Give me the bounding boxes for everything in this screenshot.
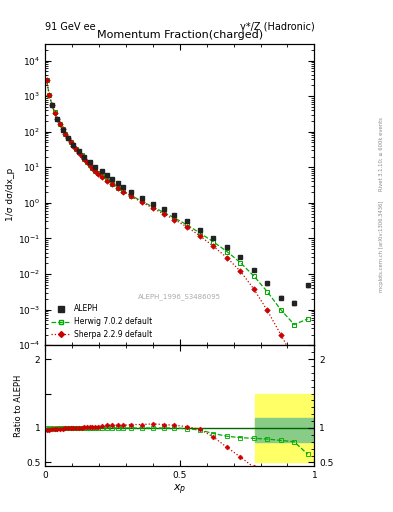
- Y-axis label: Ratio to ALEPH: Ratio to ALEPH: [14, 374, 23, 437]
- Text: 91 GeV ee: 91 GeV ee: [45, 23, 96, 32]
- X-axis label: $x_p$: $x_p$: [173, 482, 187, 497]
- Title: Momentum Fraction(charged): Momentum Fraction(charged): [97, 30, 263, 40]
- Text: mcplots.cern.ch [arXiv:1306.3436]: mcplots.cern.ch [arXiv:1306.3436]: [379, 200, 384, 291]
- Text: γ*/Z (Hadronic): γ*/Z (Hadronic): [240, 23, 314, 32]
- Legend: ALEPH, Herwig 7.0.2 default, Sherpa 2.2.9 default: ALEPH, Herwig 7.0.2 default, Sherpa 2.2.…: [49, 302, 155, 342]
- Text: ALEPH_1996_S3486095: ALEPH_1996_S3486095: [138, 293, 221, 301]
- Text: Rivet 3.1.10; ≥ 600k events: Rivet 3.1.10; ≥ 600k events: [379, 117, 384, 190]
- Y-axis label: 1/σ dσ/dx_p: 1/σ dσ/dx_p: [6, 168, 15, 221]
